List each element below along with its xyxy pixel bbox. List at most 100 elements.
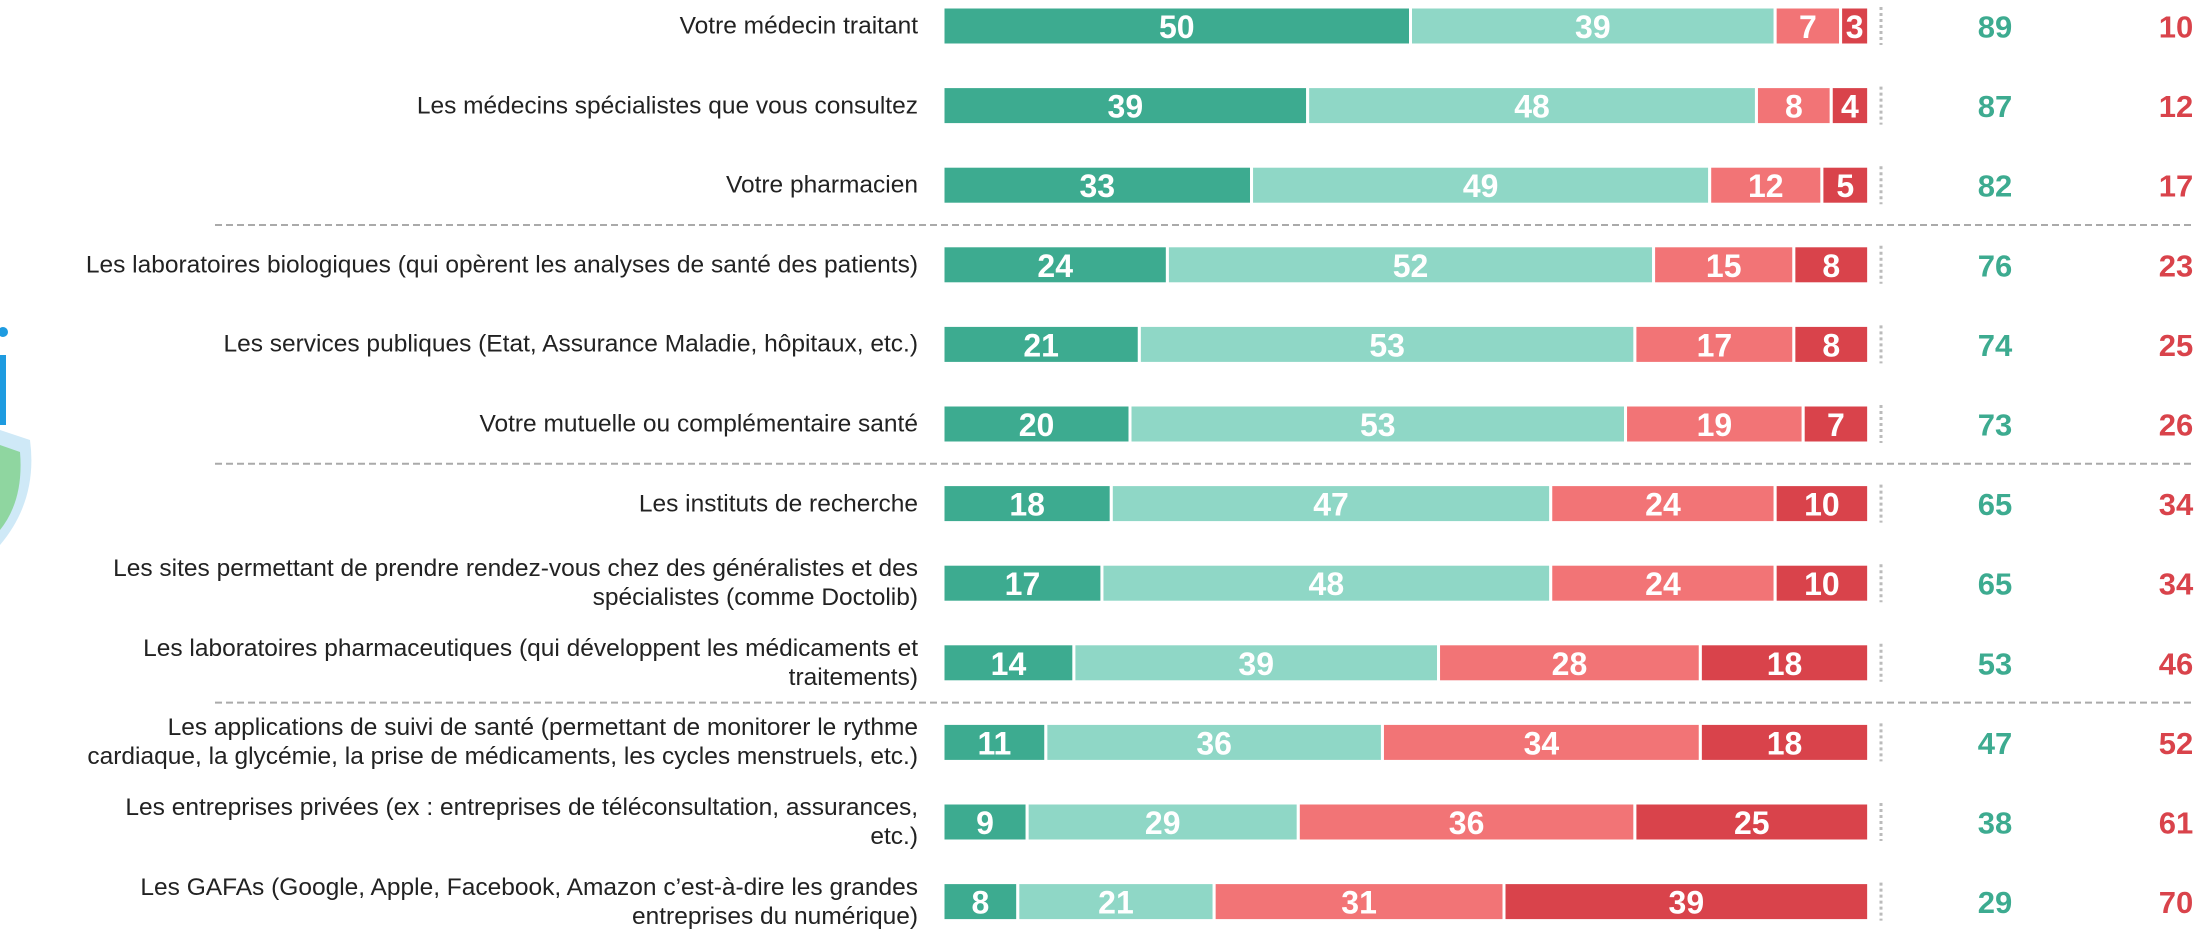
total-label: 53 [1978,646,2012,681]
category-label: Les sites permettant de prendre rendez-v… [113,555,918,612]
value-label: 53 [1369,327,1405,363]
bar-segment [1306,85,1758,127]
value-label: 21 [1098,885,1134,921]
value-label: 49 [1463,168,1499,204]
value-label: 52 [1393,248,1429,284]
value-label: 48 [1309,566,1345,602]
value-label: 31 [1341,885,1377,921]
bar-segment [1820,164,1871,206]
category-label: Votre mutuelle ou complémentaire santé [479,410,918,438]
total-label: 65 [1978,567,2012,602]
total-label: 87 [1978,89,2012,124]
bar-segment [941,85,1310,127]
value-label: 20 [1019,407,1055,443]
bar-segment [1773,483,1871,525]
value-label: 39 [1669,885,1705,921]
total-label: 76 [1978,248,2012,283]
total-label: 82 [1978,169,2012,204]
value-label: 47 [1313,487,1349,523]
bar-segment [941,562,1104,604]
total-label: 12 [2159,89,2193,124]
value-label: 3 [1846,9,1864,45]
bar-segment [1072,642,1441,684]
bar-segment [1165,244,1656,286]
bar-segment [1839,5,1871,47]
value-label: 9 [976,805,994,841]
value-label: 48 [1514,89,1550,125]
bar-segment [941,5,1412,47]
value-label: 36 [1449,805,1485,841]
bar-segment [941,483,1113,525]
bar-segment [1773,562,1871,604]
value-label: 28 [1552,646,1588,682]
bar-segment [1502,881,1871,923]
bar-segment [1212,881,1506,923]
total-label: 34 [2159,487,2194,522]
total-label: 73 [1978,408,2012,443]
bar-segment [1652,244,1796,286]
bar-segment [1773,5,1843,47]
value-label: 39 [1108,89,1144,125]
total-label: 70 [2159,885,2193,920]
category-label: Votre médecin traitant [679,12,918,40]
total-label: 89 [1978,10,2012,45]
bar-segment [1549,562,1777,604]
total-label: 25 [2159,328,2193,363]
bar-segment [1698,721,1871,763]
total-label: 26 [2159,408,2193,443]
value-label: 18 [1767,725,1803,761]
category-label: Les médecins spécialistes que vous consu… [416,92,918,120]
total-label: 61 [2159,806,2193,841]
value-label: 21 [1023,327,1059,363]
bar-segment [1754,85,1833,127]
value-label: 50 [1159,9,1195,45]
bar-segment [1437,642,1702,684]
bar-segment [941,403,1132,445]
value-label: 29 [1145,805,1181,841]
value-label: 24 [1037,248,1073,284]
value-label: 8 [1822,248,1840,284]
value-label: 19 [1697,407,1733,443]
value-label: 24 [1645,566,1681,602]
category-label: Les services publiques (Etat, Assurance … [223,330,918,358]
bar-segment [941,323,1141,365]
value-label: 12 [1748,168,1784,204]
total-label: 34 [2159,567,2194,602]
category-label: Les applications de suivi de santé (perm… [87,714,918,771]
total-label: 47 [1978,726,2012,761]
value-label: 10 [1804,566,1840,602]
category-label: Les instituts de recherche [638,490,918,518]
value-label: 7 [1827,407,1845,443]
category-label: Les entreprises privées (ex : entreprise… [125,794,918,850]
value-label: 7 [1799,9,1817,45]
total-label: 46 [2159,646,2193,681]
bar-segment [1633,323,1796,365]
bar-segment [1137,323,1637,365]
total-label: 65 [1978,487,2012,522]
value-label: 8 [1785,89,1803,125]
value-label: 34 [1524,725,1560,761]
bar-segment [1250,164,1712,206]
value-label: 36 [1196,725,1232,761]
value-label: 8 [972,885,990,921]
total-label: 74 [1978,328,2013,363]
value-label: 8 [1822,327,1840,363]
bar-segment [1296,801,1637,843]
bar-segment [1792,244,1871,286]
bar-segment [941,642,1076,684]
bar-segment [1633,801,1871,843]
total-label: 23 [2159,248,2193,283]
total-label: 17 [2159,169,2193,204]
value-label: 11 [978,725,1012,761]
value-label: 39 [1238,646,1274,682]
value-label: 10 [1804,487,1840,523]
bar-segment [1698,642,1871,684]
total-label: 29 [1978,885,2012,920]
category-label: Votre pharmacien [725,171,918,199]
category-label: Les laboratoires biologiques (qui opèren… [85,251,918,279]
bar-segment [941,881,1020,923]
value-label: 53 [1360,407,1396,443]
value-label: 4 [1841,89,1859,125]
